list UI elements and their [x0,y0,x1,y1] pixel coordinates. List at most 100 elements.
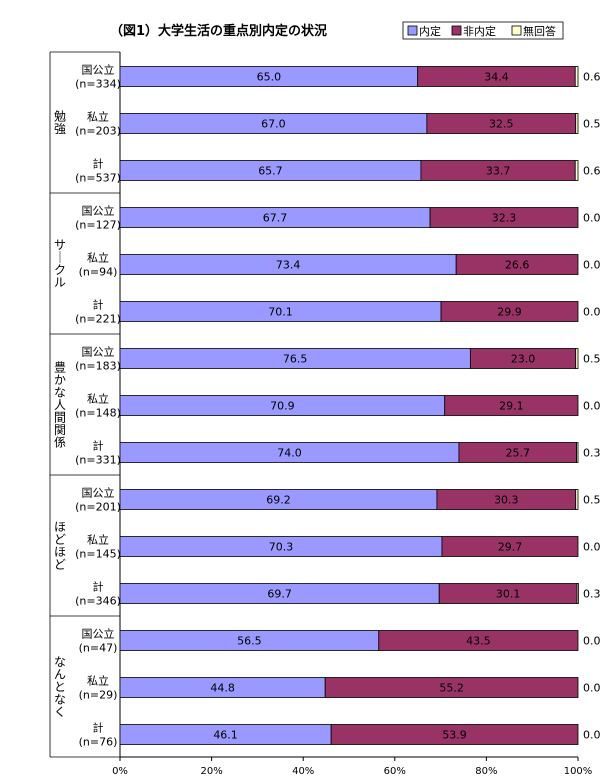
x-tick-label: 40% [292,766,314,777]
bar-value-label-0: 46.1 [213,729,238,742]
chart-title: （図1）大学生活の重点別内定の状況 [110,23,327,39]
row-label: 私立 [87,251,109,265]
row-n-label: (n=221) [75,313,121,326]
bar-value-label-1: 29.9 [497,306,522,319]
legend-swatch-1 [451,25,462,36]
bar-segment-1 [444,395,579,416]
row-label: 国公立 [82,627,115,641]
row-label: 私立 [87,392,109,406]
bar-value-label-2: 0.5 [583,118,600,131]
bar-segment-2 [575,348,579,369]
bar-value-label-2: 0.5 [583,353,600,366]
x-tick-label: 0% [112,766,128,777]
row-label: 計 [93,721,104,735]
bar-value-label-0: 76.5 [283,353,308,366]
bar-value-label-1: 30.3 [494,494,519,507]
bar-value-label-0: 69.7 [267,588,292,601]
x-tick-label: 100% [564,766,593,777]
bar-value-label-1: 43.5 [466,635,491,648]
row-n-label: (n=47) [79,642,118,655]
x-tick-label: 60% [384,766,406,777]
row-n-label: (n=148) [75,407,121,420]
bar-value-label-0: 67.0 [261,118,286,131]
row-n-label: (n=94) [79,266,118,279]
bar-value-label-0: 70.3 [269,541,294,554]
bar-value-label-1: 53.9 [442,729,467,742]
row-label: 国公立 [82,204,115,218]
x-tick-label: 20% [200,766,222,777]
legend-label-2: 無回答 [523,24,556,38]
bar-value-label-2: 0.0 [583,306,600,319]
bar-value-label-0: 69.2 [266,494,291,507]
legend-swatch-0 [407,25,418,36]
legend-label-1: 非内定 [463,24,496,38]
legend: 内定 非内定 無回答 [402,21,564,40]
bar-value-label-2: 0.0 [583,541,600,554]
row-label: 国公立 [82,63,115,77]
bar-value-label-1: 33.7 [486,165,511,178]
bar-value-label-0: 65.0 [257,71,282,84]
bar-value-label-2: 0.6 [583,165,600,178]
row-label: 私立 [87,674,109,688]
bar-value-label-0: 70.9 [270,400,295,413]
bar-value-label-2: 0.0 [583,682,600,695]
bar-value-label-1: 26.6 [505,259,530,272]
bar-segment-1 [455,254,579,275]
group-label-4: なんとなく [54,655,66,719]
bar-value-label-2: 0.5 [583,494,600,507]
bar-value-label-1: 29.1 [499,400,524,413]
bar-segment-2 [575,489,579,510]
bar-value-label-0: 67.7 [263,212,288,225]
bar-segment-1 [324,677,579,698]
bar-value-label-2: 0.0 [583,635,600,648]
bar-segment-1 [429,207,579,228]
bar-segment-1 [378,630,579,651]
bar-value-label-2: 0.6 [583,71,600,84]
row-n-label: (n=346) [75,595,121,608]
bar-segment-2 [576,442,579,463]
bar-segment-1 [330,724,579,745]
row-n-label: (n=183) [75,360,121,373]
bar-value-label-0: 65.7 [258,165,283,178]
bar-value-label-1: 34.4 [484,71,509,84]
legend-swatch-2 [511,25,522,36]
bar-value-label-1: 30.1 [496,588,521,601]
group-label-2: 豊かな人間関係 [54,360,66,449]
row-label: 国公立 [82,486,115,500]
group-label-1: サ｜クル [54,238,66,290]
row-n-label: (n=76) [79,736,118,749]
bar-segment-2 [575,113,579,134]
bar-value-label-0: 70.1 [268,306,293,319]
bar-value-label-0: 73.4 [276,259,301,272]
bar-value-label-1: 32.3 [492,212,517,225]
bar-value-label-1: 25.7 [506,447,531,460]
bar-value-label-2: 0.0 [583,729,600,742]
row-n-label: (n=201) [75,501,121,514]
row-n-label: (n=203) [75,125,121,138]
bar-value-label-0: 56.5 [237,635,262,648]
legend-label-0: 内定 [419,24,441,38]
row-n-label: (n=334) [75,78,121,91]
x-tick-label: 80% [475,766,497,777]
bar-value-label-1: 29.7 [498,541,523,554]
group-label-3: ほどほど [54,520,66,572]
bar-value-label-0: 74.0 [277,447,302,460]
x-axis: 0% 20% 40% 60% 80% 100% [112,757,592,777]
bar-value-label-2: 0.3 [583,588,600,601]
row-n-label: (n=29) [79,689,118,702]
row-label: 計 [93,439,104,453]
row-n-label: (n=537) [75,172,121,185]
bar-value-label-2: 0.0 [583,259,600,272]
row-n-label: (n=127) [75,219,121,232]
bar-segment-2 [576,583,579,604]
bar-segment-1 [440,301,579,322]
bar-value-label-2: 0.0 [583,212,600,225]
row-label: 計 [93,298,104,312]
bar-value-label-0: 44.8 [210,682,235,695]
row-label: 計 [93,580,104,594]
row-label: 計 [93,157,104,171]
bar-segment-1 [441,536,579,557]
bar-value-label-1: 32.5 [489,118,514,131]
